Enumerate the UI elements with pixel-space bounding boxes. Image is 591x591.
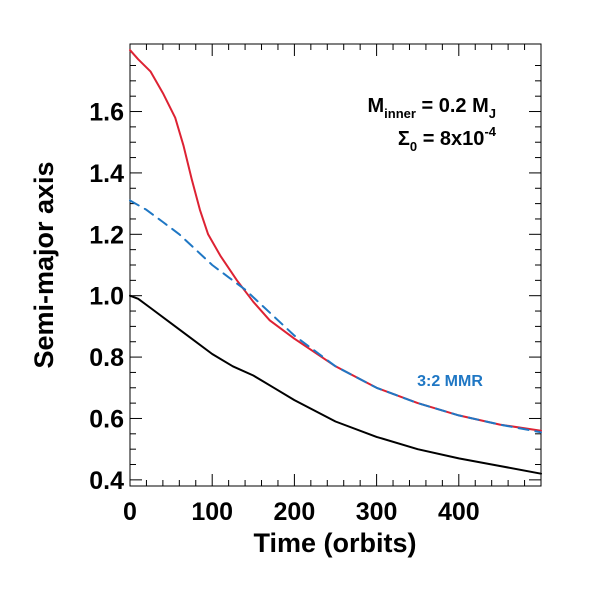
annotation-j-sub: J	[489, 106, 496, 121]
annotation-mass: = 0.2 M	[416, 95, 489, 117]
y-tick-label: 1.0	[89, 283, 124, 311]
y-tick-label: 1.6	[89, 99, 124, 127]
x-tick-label: 100	[191, 498, 233, 526]
series-line-black	[129, 294, 542, 475]
tick-labels: 0 100 200 300 400 0.4 0.6 0.8 1.0 1.2 1.4 1.6	[89, 99, 479, 526]
ticks	[129, 44, 541, 486]
y-tick-label: 0.8	[89, 344, 124, 372]
mmr-label: 3:2 MMR	[417, 373, 483, 390]
y-tick-label: 1.2	[89, 221, 124, 249]
x-tick-label: 300	[356, 498, 398, 526]
annotation-sigma: Σ	[398, 128, 410, 150]
y-tick-label: 0.6	[89, 405, 124, 433]
annotation-inner-sub: inner	[384, 106, 416, 121]
y-tick-label: 1.4	[89, 160, 124, 188]
annotation-line-1: Minner = 0.2 MJ	[367, 95, 496, 121]
annotation-zero-sub: 0	[410, 139, 417, 154]
annotation-line-2: Σ0 = 8x10-4	[398, 124, 497, 154]
annotation-density: = 8x10	[417, 128, 484, 150]
x-tick-label: 400	[438, 498, 480, 526]
series-group	[129, 49, 542, 475]
y-axis-title: Semi-major axis	[29, 161, 59, 368]
x-tick-label: 0	[123, 498, 137, 526]
series-line-blue-dashed	[129, 199, 542, 434]
x-tick-label: 200	[274, 498, 316, 526]
y-tick-label: 0.4	[89, 467, 124, 495]
x-axis-title: Time (orbits)	[253, 528, 416, 558]
annotation-m: M	[367, 95, 384, 117]
annotation-exponent: -4	[484, 124, 496, 139]
